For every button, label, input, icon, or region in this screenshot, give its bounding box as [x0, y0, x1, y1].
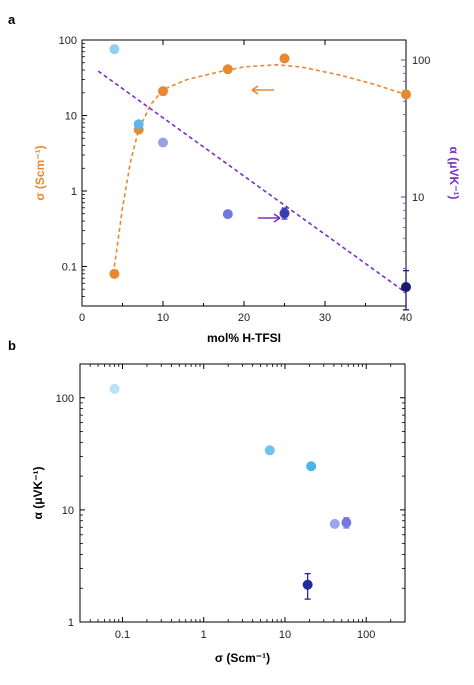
alpha-data-point	[222, 209, 233, 220]
y-tick-label: 1	[68, 617, 74, 629]
alpha-vs-sigma-point	[109, 383, 120, 394]
y-right-tick-label: 100	[412, 55, 430, 67]
alpha-vs-sigma-point	[341, 517, 352, 528]
panel-b-chart: 0.1 1 10 100 σ (Scm⁻¹) 1 10 100 α (μVK⁻¹)	[31, 363, 406, 665]
alpha-vs-sigma-point	[264, 445, 275, 456]
x-tick-label: 10	[279, 629, 291, 641]
panel-b-frame	[79, 363, 406, 623]
alpha-vs-sigma-point	[329, 518, 340, 529]
x-tick-label: 0	[79, 312, 85, 324]
sigma-data-point	[222, 64, 233, 75]
y-axis-title: α (μVK⁻¹)	[31, 466, 45, 519]
alpha-fit-line	[97, 70, 407, 294]
y-tick-label: 100	[56, 393, 74, 405]
sigma-fit-curve	[113, 63, 407, 267]
x-tick-label: 1	[201, 629, 207, 641]
alpha-data-point	[109, 44, 120, 55]
sigma-axis-arrow-head	[251, 85, 259, 95]
y-right-tick-label: 10	[412, 192, 424, 204]
x-tick-label: 20	[238, 312, 250, 324]
y-tick-label: 10	[62, 505, 74, 517]
alpha-axis-arrow-head	[273, 213, 281, 223]
sigma-data-point	[401, 89, 411, 100]
x-tick-label: 30	[319, 312, 331, 324]
alpha-vs-sigma-point	[306, 461, 317, 472]
y-left-axis-title: σ (Scm⁻¹)	[33, 145, 47, 200]
x-axis-title: σ (Scm⁻¹)	[215, 651, 270, 665]
x-tick-label: 40	[400, 312, 412, 324]
alpha-data-point	[133, 119, 144, 130]
alpha-data-point	[279, 208, 290, 219]
y-right-axis-title: α (μVK⁻¹)	[447, 146, 461, 199]
panel-b-letter: b	[8, 338, 16, 353]
x-tick-label: 100	[357, 629, 375, 641]
alpha-vs-sigma-point	[302, 579, 313, 590]
x-tick-label: 10	[157, 312, 169, 324]
alpha-data-point	[158, 137, 168, 148]
panel-a-letter: a	[8, 12, 16, 27]
alpha-data-point	[401, 282, 411, 293]
y-left-tick-label: 1	[71, 186, 77, 198]
sigma-data-point	[109, 268, 120, 279]
y-left-tick-label: 0.1	[62, 262, 77, 274]
panel-a-chart: 0 10 20 30 40 mol% H-TFSI 0.1 1 10 100 σ (Scm⁻¹) 10…	[33, 35, 461, 345]
x-axis-title: mol% H-TFSI	[207, 331, 281, 345]
sigma-data-point	[158, 86, 168, 97]
x-tick-label: 0.1	[115, 629, 130, 641]
y-left-tick-label: 10	[65, 111, 77, 123]
sigma-data-point	[279, 53, 290, 64]
y-left-tick-label: 100	[59, 35, 77, 47]
